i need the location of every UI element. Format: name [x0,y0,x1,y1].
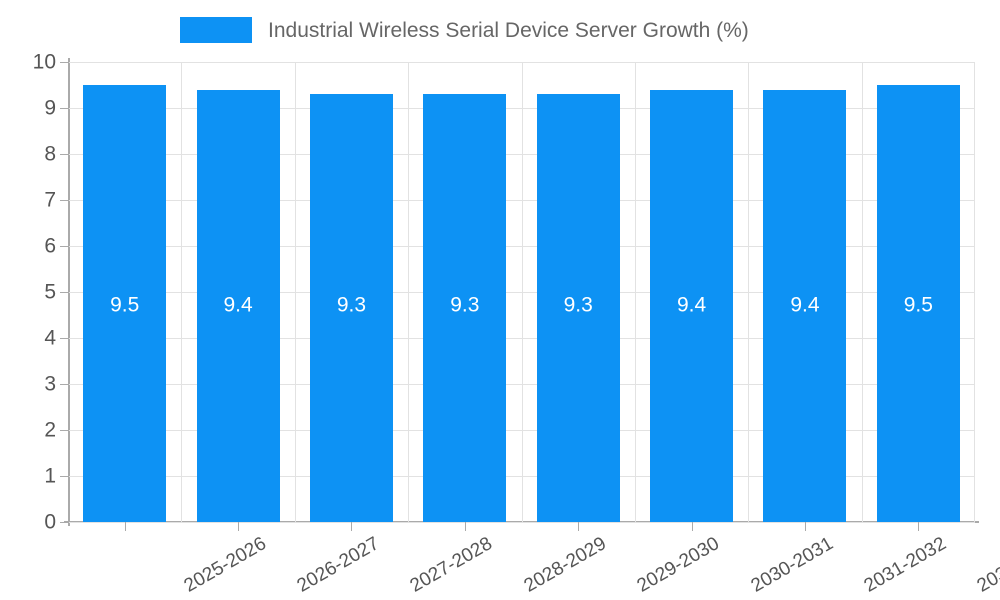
gridline-vertical [748,62,749,522]
bar[interactable] [763,89,847,522]
y-axis-tick [60,246,69,247]
gridline-horizontal [68,154,975,155]
bar-value-label: 9.3 [563,293,593,317]
gridline-horizontal [68,430,975,431]
y-axis-tick [60,522,69,523]
chart-legend[interactable]: Industrial Wireless Serial Device Server… [180,14,749,46]
y-axis-tick [60,200,69,201]
gridline-horizontal [68,292,975,293]
x-axis-category-label: 2032-2033 [973,533,1000,597]
x-axis-tick [238,522,240,531]
y-axis-tick-label: 10 [32,50,56,74]
gridline-vertical [974,62,975,522]
y-axis-tick [60,108,69,109]
y-axis-tick [60,338,69,339]
y-axis-tick-label: 2 [44,418,56,442]
y-axis-tick-label: 3 [44,372,56,396]
x-axis-category-label: 2026-2027 [293,533,383,597]
gridline-horizontal [68,338,975,339]
x-axis-category-label: 2028-2029 [520,533,610,597]
y-axis-tick [60,476,69,477]
x-axis-tick [351,522,353,531]
x-axis-tick [124,522,126,531]
bar[interactable] [536,94,620,522]
x-axis-category-label: 2027-2028 [407,533,497,597]
plot-area: 9.5 9.4 9.3 9.3 9.3 9.4 9.4 9.5 [68,62,975,523]
gridline-vertical [295,62,296,522]
x-axis-tick [578,522,580,531]
gridline-horizontal [68,62,975,63]
gridline-vertical [635,62,636,522]
y-axis-labels: 0 1 2 3 4 5 6 7 8 9 10 [0,0,56,600]
bar[interactable] [309,94,393,522]
y-axis-tick-label: 1 [44,464,56,488]
bar-value-label: 9.4 [223,293,253,317]
bar-value-label: 9.4 [790,293,820,317]
y-axis-tick [60,292,69,293]
bar[interactable] [876,85,960,522]
y-axis-tick-label: 7 [44,188,56,212]
x-axis-category-label: 2031-2032 [860,533,950,597]
legend-color-swatch[interactable] [180,17,252,43]
x-axis-tick [804,522,806,531]
y-axis-tick [60,430,69,431]
y-axis-tick-label: 9 [44,96,56,120]
gridline-vertical [522,62,523,522]
y-axis-tick-label: 8 [44,142,56,166]
gridline-vertical [181,62,182,522]
bar-value-label: 9.3 [450,293,480,317]
gridline-horizontal [68,384,975,385]
gridline-vertical [408,62,409,522]
gridline-horizontal [68,108,975,109]
bar[interactable] [423,94,507,522]
y-axis-tick-label: 6 [44,234,56,258]
bar-value-label: 9.5 [903,293,933,317]
bar-value-label: 9.5 [110,293,140,317]
bar[interactable] [650,89,734,522]
x-axis-tick [918,522,920,531]
y-axis-tick-label: 4 [44,326,56,350]
gridline-horizontal [68,200,975,201]
x-axis-category-label: 2025-2026 [180,533,270,597]
gridline-horizontal [68,522,975,523]
y-axis-tick [60,62,69,63]
x-axis-category-label: 2029-2030 [633,533,724,597]
gridline-horizontal [68,246,975,247]
y-axis-tick [60,154,69,155]
x-axis-category-label: 2030-2031 [747,533,837,597]
gridline-vertical [862,62,863,522]
bar[interactable] [83,85,167,522]
legend-series-label: Industrial Wireless Serial Device Server… [268,18,749,42]
bar[interactable] [196,89,280,522]
gridline-horizontal [68,476,975,477]
bar-value-label: 9.3 [336,293,367,317]
y-axis-tick [60,384,69,385]
y-axis-tick-label: 0 [44,510,56,534]
x-axis-tick [691,522,693,531]
bar-value-label: 9.4 [676,293,707,317]
y-axis-tick-label: 5 [44,280,56,304]
x-axis-tick [464,522,466,531]
